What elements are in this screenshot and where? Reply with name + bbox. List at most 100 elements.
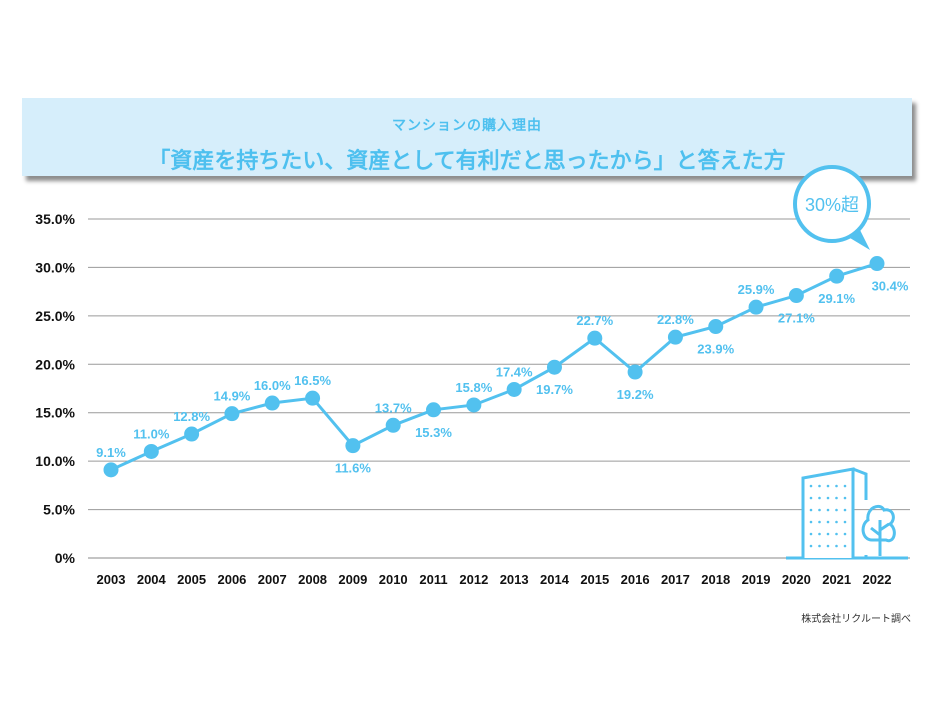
x-tick-label: 2014 bbox=[540, 572, 570, 587]
window-dot bbox=[826, 520, 830, 524]
data-point bbox=[546, 359, 562, 375]
x-tick-label: 2005 bbox=[177, 572, 206, 587]
x-tick-label: 2003 bbox=[97, 572, 126, 587]
window-dot bbox=[818, 496, 821, 500]
data-label: 13.7% bbox=[375, 400, 412, 415]
y-tick-label: 0% bbox=[55, 550, 76, 566]
building-tree-icon bbox=[786, 467, 908, 560]
data-label: 17.4% bbox=[496, 364, 533, 379]
window-dot bbox=[809, 508, 813, 512]
data-point bbox=[627, 364, 643, 380]
window-dot bbox=[826, 532, 830, 536]
x-tick-label: 2011 bbox=[419, 572, 447, 587]
x-tick-label: 2015 bbox=[580, 572, 609, 587]
data-point bbox=[385, 417, 401, 433]
data-point bbox=[345, 438, 361, 454]
window-dot bbox=[826, 496, 830, 500]
window-dot bbox=[818, 532, 821, 536]
x-tick-label: 2012 bbox=[459, 572, 488, 587]
x-tick-label: 2019 bbox=[742, 572, 771, 587]
x-tick-label: 2022 bbox=[863, 572, 892, 587]
window-dot bbox=[818, 544, 821, 548]
data-point bbox=[305, 390, 321, 406]
window-dot bbox=[818, 484, 821, 488]
data-point bbox=[264, 395, 280, 411]
window-dot bbox=[826, 508, 830, 512]
data-label: 15.8% bbox=[455, 380, 492, 395]
data-point bbox=[829, 268, 845, 284]
title-banner: マンションの購入理由 「資産を持ちたい、資産として有利だと思ったから」と答えた方 bbox=[22, 98, 912, 176]
data-label: 16.5% bbox=[294, 373, 331, 388]
window-dot bbox=[818, 508, 821, 512]
data-point bbox=[184, 426, 200, 442]
chart-subtitle: マンションの購入理由 bbox=[392, 117, 542, 133]
window-dot bbox=[843, 484, 847, 488]
window-dot bbox=[843, 532, 847, 536]
x-tick-label: 2018 bbox=[701, 572, 730, 587]
window-dot bbox=[835, 484, 838, 488]
data-point bbox=[426, 402, 442, 418]
data-label: 9.1% bbox=[96, 445, 126, 460]
window-dot bbox=[843, 544, 847, 548]
window-dot bbox=[809, 544, 813, 548]
data-label: 23.9% bbox=[697, 342, 734, 357]
y-tick-label: 10.0% bbox=[35, 453, 75, 469]
data-label: 15.3% bbox=[415, 425, 452, 440]
data-point bbox=[143, 443, 159, 459]
data-label: 29.1% bbox=[818, 291, 855, 306]
window-dot bbox=[843, 520, 847, 524]
data-point bbox=[748, 299, 764, 315]
data-label: 16.0% bbox=[254, 378, 291, 393]
chart-title: 「資産を持ちたい、資産として有利だと思ったから」と答えた方 bbox=[148, 148, 786, 173]
x-tick-label: 2016 bbox=[621, 572, 650, 587]
window-dot bbox=[826, 484, 830, 488]
window-dot bbox=[809, 484, 813, 488]
window-dot bbox=[835, 544, 838, 548]
data-point bbox=[869, 256, 885, 272]
x-tick-label: 2009 bbox=[338, 572, 367, 587]
data-label: 25.9% bbox=[738, 282, 775, 297]
x-tick-label: 2008 bbox=[298, 572, 327, 587]
window-dot bbox=[809, 532, 813, 536]
data-label: 14.9% bbox=[214, 389, 251, 404]
data-point bbox=[506, 381, 522, 397]
source-note: 株式会社リクルート調べ bbox=[801, 614, 911, 625]
y-tick-label: 5.0% bbox=[43, 502, 75, 518]
data-label: 11.0% bbox=[133, 426, 170, 441]
y-tick-label: 30.0% bbox=[35, 259, 75, 275]
window-dot bbox=[809, 520, 813, 524]
callout-bubble: 30%超 bbox=[793, 165, 871, 250]
data-label: 19.7% bbox=[536, 382, 573, 397]
data-point bbox=[788, 288, 804, 304]
data-point bbox=[708, 319, 724, 335]
data-label: 19.2% bbox=[617, 387, 654, 402]
x-tick-label: 2006 bbox=[217, 572, 246, 587]
window-dot bbox=[843, 496, 847, 500]
data-label: 22.7% bbox=[576, 313, 613, 328]
x-tick-label: 2020 bbox=[782, 572, 811, 587]
data-point bbox=[103, 462, 119, 478]
data-label: 27.1% bbox=[778, 311, 815, 326]
y-tick-label: 25.0% bbox=[35, 308, 75, 324]
data-point bbox=[587, 330, 603, 346]
x-tick-label: 2017 bbox=[661, 572, 690, 587]
data-label: 12.8% bbox=[173, 409, 210, 424]
data-point bbox=[224, 406, 240, 422]
data-label: 22.8% bbox=[657, 312, 694, 327]
window-dot bbox=[835, 532, 838, 536]
data-label: 11.6% bbox=[335, 461, 372, 476]
window-dot bbox=[809, 496, 813, 500]
y-tick-label: 35.0% bbox=[35, 211, 75, 227]
data-label: 30.4% bbox=[872, 279, 909, 294]
x-tick-label: 2010 bbox=[379, 572, 408, 587]
data-point bbox=[466, 397, 482, 413]
x-tick-label: 2004 bbox=[137, 572, 167, 587]
window-dot bbox=[835, 496, 838, 500]
x-tick-label: 2007 bbox=[258, 572, 287, 587]
y-tick-label: 15.0% bbox=[35, 405, 75, 421]
window-dot bbox=[826, 544, 830, 548]
window-dot bbox=[835, 508, 838, 512]
window-dot bbox=[843, 508, 847, 512]
callout-text: 30%超 bbox=[805, 195, 859, 215]
